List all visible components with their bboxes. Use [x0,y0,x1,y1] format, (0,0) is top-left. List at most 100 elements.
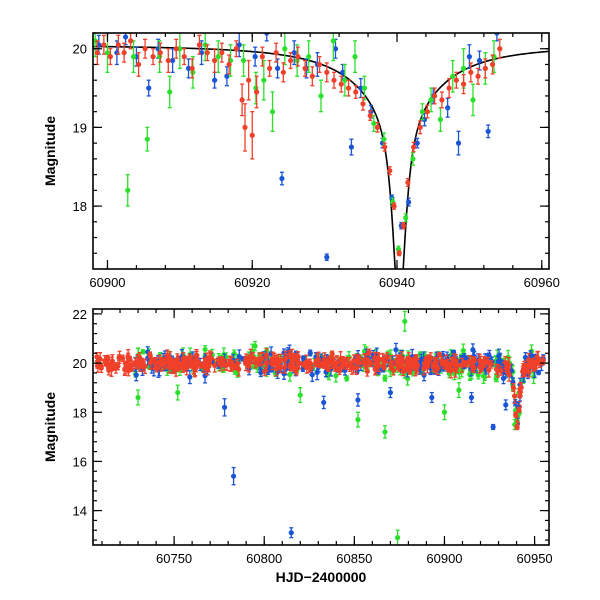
bottom-red-point [295,353,301,359]
bottom-data-points [94,310,546,545]
bottom-red-point [304,365,310,371]
bottom-red-point [134,361,140,367]
top-red-point [165,57,171,64]
top-green-point [330,38,336,44]
bottom-x-axis-title: HJD−2400000 [276,569,367,585]
bottom-red-point [192,366,198,372]
top-green-point [371,120,377,127]
top-green-point [269,109,276,115]
top-red-point [453,77,459,83]
top-red-point [446,85,452,91]
top-red-point [150,54,156,60]
top-red-point [400,223,407,229]
top-red-point [417,124,423,130]
bottom-green-outlier-point [355,417,361,423]
bottom-blue-point [314,369,320,376]
bottom-red-point [364,368,370,375]
bottom-green-outlier-point [402,318,408,324]
bottom-y-tick-label: 16 [73,454,87,469]
top-red-point [497,46,503,52]
top-red-point [233,46,239,52]
bottom-panel: 60750 60800 60850 60900 60950 14 16 18 20 22 Magn… [42,307,553,585]
top-red-point [482,65,488,71]
bottom-red-point [246,363,252,369]
top-red-point [302,65,308,71]
top-blue-point [340,69,346,75]
top-green-point [381,136,387,142]
top-blue-point [291,50,297,56]
top-green-point [470,97,476,103]
bottom-red-point [307,360,313,366]
top-green-point [361,85,368,91]
bottom-red-point [498,368,504,374]
bottom-red-point [157,359,163,365]
bottom-red-point [357,360,363,366]
top-red-point [181,54,187,60]
bottom-red-point [247,357,253,363]
bottom-red-point [366,349,372,355]
top-red-point [432,93,438,99]
bottom-red-point [271,356,277,362]
bottom-red-point [115,363,121,369]
top-green-point [410,156,416,162]
top-red-point [338,81,344,87]
top-blue-point [476,57,483,64]
top-blue-point [445,105,451,111]
bottom-red-point [183,356,190,363]
bottom-red-point [445,361,451,367]
bottom-red-point [452,360,458,366]
top-red-point [411,144,417,150]
bottom-green-outlier-point [135,394,141,401]
top-red-point [468,69,474,75]
top-blue-point [185,65,192,71]
bottom-red-point [363,360,369,367]
top-green-point [104,50,111,56]
bottom-red-point [388,359,395,365]
bottom-x-tick-label: 60750 [156,551,192,566]
bottom-red-point [353,365,360,371]
bottom-red-point [522,364,528,370]
top-red-point [331,77,337,83]
bottom-green-point [140,349,146,355]
bottom-green-point [460,347,466,354]
top-blue-point [348,144,354,150]
top-red-point [121,50,127,56]
top-x-tick-label: 60960 [524,275,560,290]
bottom-red-point [187,361,194,367]
bottom-red-outlier-point [513,412,519,418]
bottom-red-point [510,384,516,391]
bottom-red-point [336,368,343,374]
bottom-red-point [511,393,518,399]
bottom-red-point [127,356,133,362]
bottom-blue-point [535,369,542,376]
bottom-y-tick-label: 20 [73,356,87,371]
bottom-red-point [102,358,108,364]
bottom-red-point [470,364,476,370]
top-green-point [144,136,150,142]
bottom-blue-point [133,372,139,378]
bottom-red-point [94,354,100,360]
bottom-blue-point [495,358,501,365]
bottom-red-point [282,364,288,370]
top-green-point [261,77,267,83]
top-blue-point [332,46,339,52]
top-green-point [403,215,409,221]
top-red-point [115,42,121,48]
top-blue-point [466,54,472,60]
top-red-point [107,54,113,60]
bottom-red-point [277,364,284,371]
top-green-point [282,46,288,52]
bottom-red-point [277,357,284,363]
top-red-point [288,57,294,64]
top-blue-point [224,73,230,79]
bottom-red-point [263,360,270,366]
bottom-red-point [183,362,189,368]
bottom-x-tick-label: 60800 [246,551,282,566]
bottom-red-point [109,358,115,364]
bottom-green-point [344,375,350,381]
bottom-red-point [122,365,128,372]
bottom-red-point [319,361,325,367]
top-red-point [396,250,402,256]
top-x-tick-label: 60920 [234,275,270,290]
